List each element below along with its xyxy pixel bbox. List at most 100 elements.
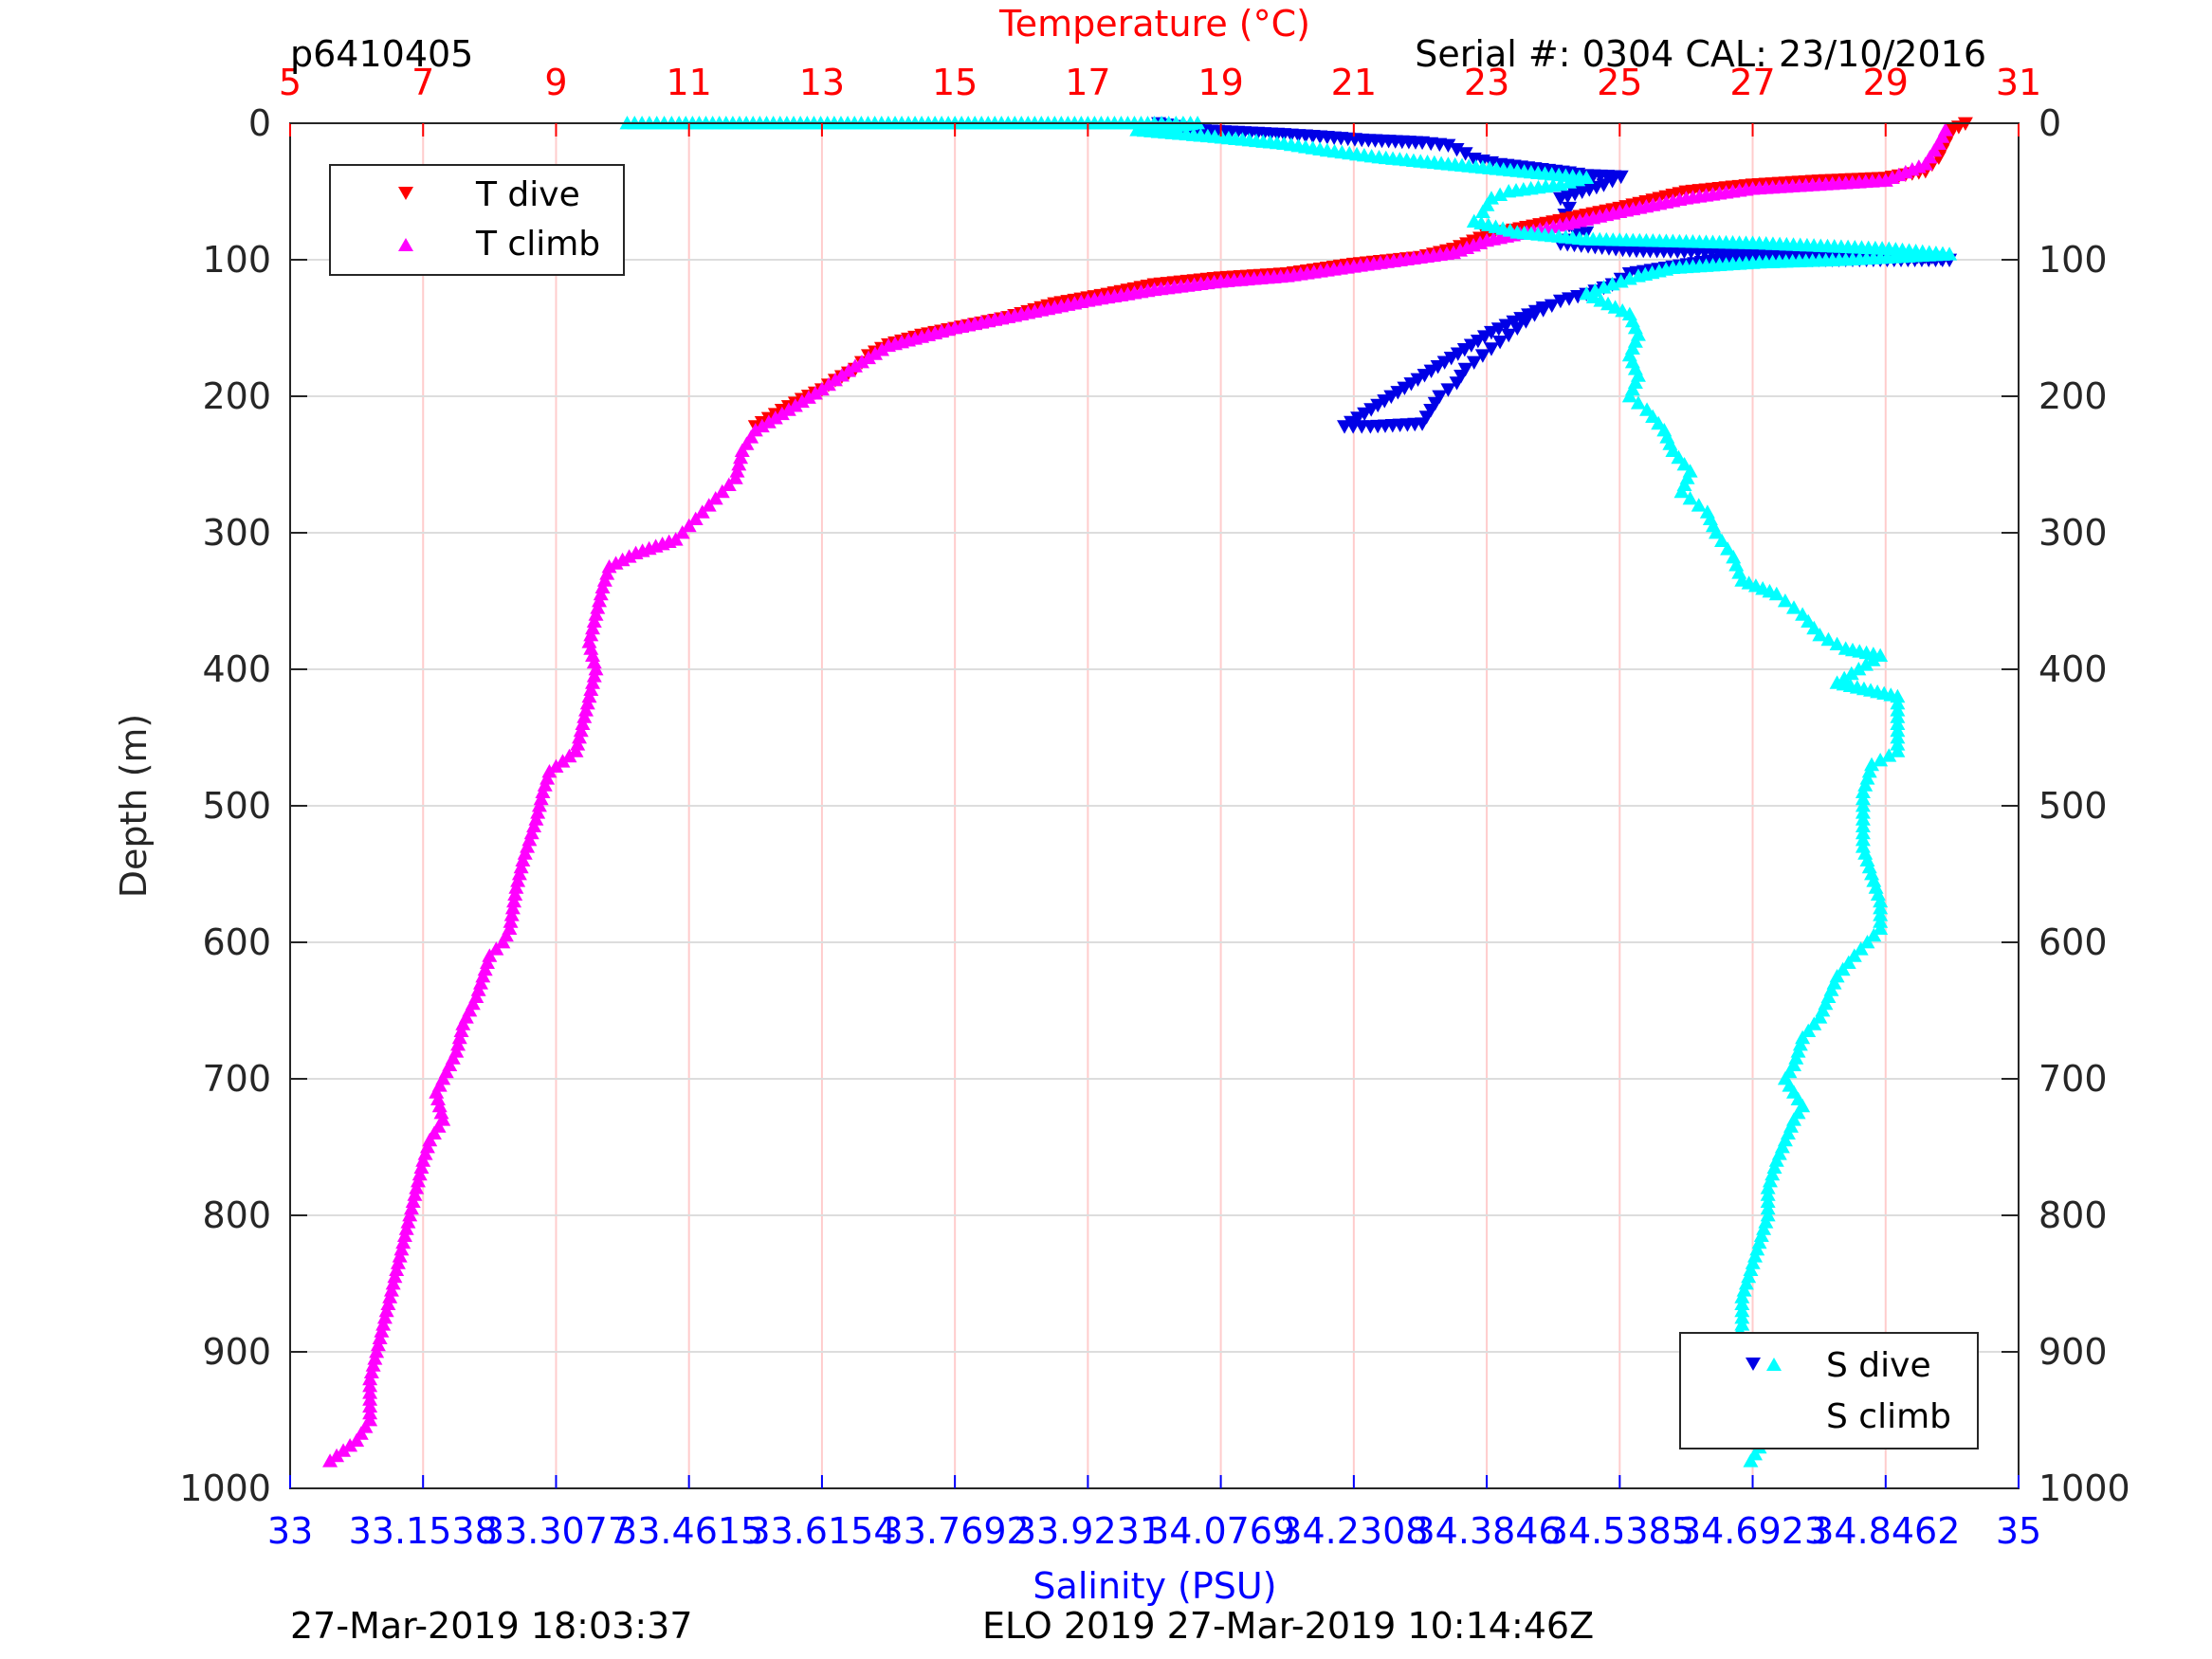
data-point-s-climb: [1714, 533, 1730, 548]
data-point-t-climb: [362, 1385, 378, 1399]
data-point-s-dive: [1466, 356, 1482, 370]
data-point-s-climb: [1812, 628, 1828, 642]
data-point-s-climb: [1665, 443, 1681, 457]
temp-tick-label: 21: [1331, 62, 1377, 103]
data-point-s-climb: [1621, 271, 1637, 285]
temp-tick-label: 17: [1065, 62, 1110, 103]
depth-tick-label-right: 0: [2038, 102, 2061, 144]
data-point-t-climb: [592, 593, 608, 608]
data-point-t-climb: [578, 702, 594, 717]
data-point-t-climb: [398, 1221, 414, 1235]
data-point-t-climb: [585, 675, 601, 689]
data-point-t-climb: [721, 477, 737, 491]
data-point-s-dive: [1604, 174, 1620, 189]
data-point-t-climb: [385, 1276, 401, 1290]
data-point-t-climb: [390, 1255, 406, 1269]
data-point-s-climb: [1474, 204, 1490, 218]
data-point-s-climb: [1492, 187, 1508, 201]
temp-tick-label: 5: [279, 62, 302, 103]
data-point-s-climb: [1777, 593, 1793, 608]
data-point-s-climb: [1630, 395, 1646, 410]
data-point-t-climb: [531, 798, 547, 812]
depth-tick-label-right: 1000: [2038, 1468, 2130, 1509]
data-point-t-climb: [402, 1208, 418, 1222]
data-point-s-climb: [1570, 173, 1586, 187]
depth-tick-label-right: 300: [2038, 512, 2108, 554]
footer-mission-label: ELO 2019 27-Mar-2019 10:14:46Z: [982, 1605, 1594, 1647]
data-point-t-climb: [548, 758, 564, 773]
data-point-s-dive: [1457, 147, 1473, 161]
data-point-s-climb: [1682, 491, 1698, 505]
data-point-s-climb: [1851, 662, 1867, 676]
data-point-t-climb: [586, 654, 602, 669]
temp-tick-label: 15: [932, 62, 978, 103]
data-point-t-climb: [407, 1187, 423, 1201]
temp-tick-label: 11: [667, 62, 712, 103]
data-point-t-climb: [410, 1174, 426, 1188]
data-point-t-climb: [415, 1153, 431, 1167]
data-point-t-climb: [555, 754, 571, 768]
salinity-tick-label: 33.6154: [747, 1510, 896, 1552]
data-point-t-climb: [734, 443, 750, 457]
temp-tick-label: 19: [1197, 62, 1243, 103]
legend-t-climb-label: T climb: [475, 225, 600, 264]
data-point-t-climb: [561, 748, 577, 763]
legend-s-climb-label: S climb: [1826, 1397, 1951, 1436]
salinity-tick-label: 34.0769: [1146, 1510, 1295, 1552]
data-point-s-dive: [1449, 376, 1465, 391]
depth-tick-label-right: 100: [2038, 239, 2108, 281]
data-point-s-climb: [1676, 457, 1692, 471]
data-point-s-climb: [1853, 941, 1869, 956]
data-point-t-climb: [579, 696, 595, 710]
data-point-t-climb: [510, 873, 526, 887]
data-point-t-climb: [506, 893, 522, 908]
data-point-t-climb: [588, 662, 604, 676]
data-point-t-climb: [378, 1303, 394, 1318]
data-point-t-climb: [687, 511, 704, 525]
temp-tick-label: 31: [1996, 62, 2041, 103]
data-point-s-climb: [1873, 753, 1889, 767]
data-point-s-climb: [1873, 921, 1889, 935]
data-point-t-climb: [375, 1317, 392, 1331]
data-point-t-climb: [588, 607, 604, 621]
depth-tick-label-right: 900: [2038, 1331, 2108, 1373]
depth-tick-label-left: 700: [202, 1058, 271, 1100]
salinity-tick-label: 33.4615: [614, 1510, 763, 1552]
data-point-s-climb: [1596, 280, 1612, 294]
data-point-s-dive: [1535, 301, 1551, 316]
data-point-t-climb: [365, 1358, 381, 1372]
data-point-s-dive: [1474, 349, 1490, 363]
data-point-t-climb: [329, 1448, 345, 1463]
salinity-tick-label: 33: [267, 1510, 313, 1552]
data-point-t-climb: [583, 641, 599, 655]
temp-tick-label: 29: [1863, 62, 1909, 103]
data-point-t-climb: [387, 1268, 403, 1284]
data-point-t-climb: [511, 866, 527, 881]
data-point-t-climb: [594, 579, 611, 593]
data-point-t-climb: [322, 1453, 338, 1468]
data-point-s-climb: [1579, 170, 1595, 184]
data-point-t-climb: [369, 1344, 385, 1358]
data-point-t-climb: [590, 600, 606, 614]
data-point-s-dive: [1492, 336, 1508, 350]
profile-id: p6410405: [290, 33, 473, 75]
legend-t-climb-marker: [398, 238, 413, 251]
data-point-t-climb: [570, 737, 586, 751]
data-point-s-climb: [1743, 1453, 1759, 1468]
data-point-s-dive: [1483, 342, 1499, 356]
legend-s-dive-label: S dive: [1826, 1346, 1931, 1385]
data-point-t-climb: [431, 1098, 448, 1113]
depth-tick-label-right: 700: [2038, 1058, 2108, 1100]
legend-t-dive-marker: [398, 187, 413, 200]
depth-tick-label-right: 600: [2038, 921, 2108, 963]
data-point-t-climb: [392, 1249, 408, 1263]
data-point-s-climb: [1786, 600, 1802, 614]
data-point-t-climb: [488, 941, 504, 956]
depth-tick-label-left: 0: [248, 102, 271, 144]
data-point-s-climb: [1630, 268, 1646, 283]
depth-tick-label-left: 1000: [179, 1468, 271, 1509]
data-point-s-climb: [1881, 748, 1897, 762]
depth-tick-label-right: 500: [2038, 785, 2108, 827]
data-point-t-climb: [572, 730, 588, 744]
